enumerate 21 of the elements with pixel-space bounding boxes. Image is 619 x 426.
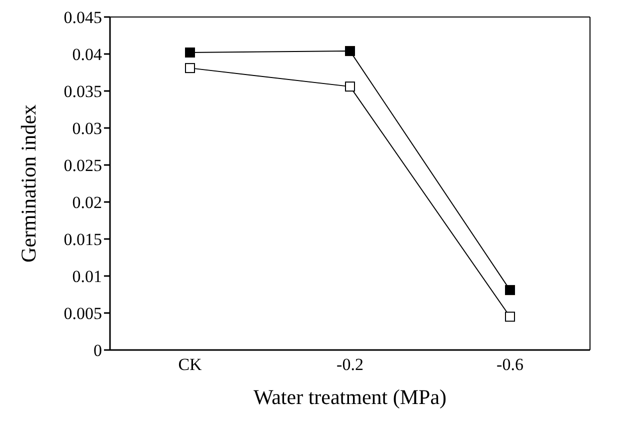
- x-tick-label: -0.6: [496, 355, 524, 374]
- y-tick-label: 0.01: [72, 267, 102, 286]
- point: [505, 312, 515, 322]
- y-tick-label: 0.04: [72, 45, 102, 64]
- y-tick-label: 0.02: [72, 193, 102, 212]
- x-axis-title: Water treatment (MPa): [253, 385, 447, 409]
- x-tick-label: -0.2: [336, 355, 364, 374]
- point: [185, 48, 195, 58]
- y-tick-label: 0: [94, 341, 102, 360]
- y-tick-label: 0.005: [64, 304, 102, 324]
- point: [345, 82, 355, 92]
- y-tick-label: 0.025: [64, 156, 102, 176]
- point: [345, 46, 355, 56]
- y-tick-label: 0.015: [64, 230, 102, 250]
- y-axis-title: Germination index: [16, 104, 40, 263]
- y-tick-label: 0.03: [72, 119, 102, 138]
- point: [505, 285, 515, 296]
- y-tick-label: 0.045: [64, 8, 102, 28]
- point: [185, 63, 195, 74]
- y-tick-label: 0.035: [64, 82, 102, 102]
- x-tick-label: CK: [178, 355, 203, 374]
